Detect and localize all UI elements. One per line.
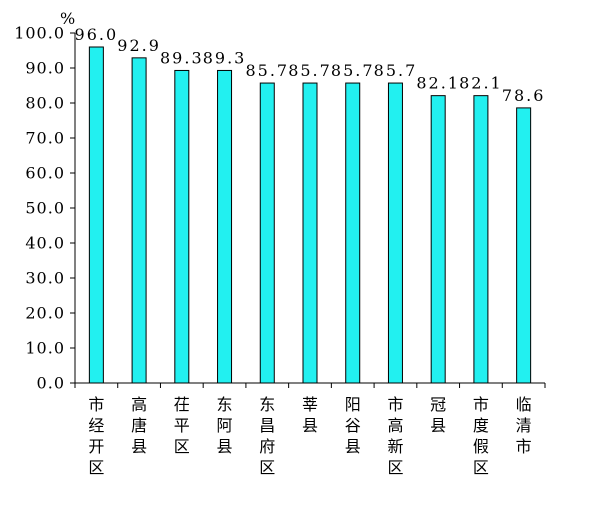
category-label: 市度假区 bbox=[473, 395, 489, 477]
y-tick-label: 10.0 bbox=[25, 339, 65, 358]
data-label: 92.9 bbox=[117, 36, 161, 55]
x-axis bbox=[74, 382, 546, 388]
data-label: 89.3 bbox=[160, 48, 204, 67]
data-label: 82.1 bbox=[459, 74, 503, 93]
bar bbox=[88, 46, 104, 384]
y-tick-label: 30.0 bbox=[25, 269, 65, 288]
y-axis: 0.0 10.0 20.0 30.0 40.0 50.0 60.0 70.0 80.0 90.0 1… bbox=[14, 24, 76, 393]
data-label: 82.1 bbox=[416, 74, 460, 93]
y-tick-label: 0.0 bbox=[37, 374, 65, 393]
y-tick-label: 90.0 bbox=[25, 59, 65, 78]
y-tick-label: 60.0 bbox=[25, 164, 65, 183]
data-label: 85.7 bbox=[331, 61, 375, 80]
y-tick-label: 40.0 bbox=[25, 234, 65, 253]
category-label: 市经开区 bbox=[88, 395, 104, 477]
y-tick-label: 70.0 bbox=[25, 129, 65, 148]
data-label: 85.7 bbox=[288, 61, 332, 80]
bar bbox=[174, 69, 190, 384]
bar bbox=[473, 95, 489, 384]
y-tick-label: 80.0 bbox=[25, 94, 65, 113]
y-tick-label: 20.0 bbox=[25, 304, 65, 323]
bar bbox=[131, 57, 147, 384]
category-label: 东昌府区 bbox=[259, 395, 275, 477]
category-label: 莘县 bbox=[302, 395, 318, 435]
data-label: 85.7 bbox=[374, 61, 418, 80]
data-label: 89.3 bbox=[203, 48, 247, 67]
bar bbox=[259, 82, 275, 384]
y-tick-label: 50.0 bbox=[25, 199, 65, 218]
bar bbox=[387, 82, 403, 384]
category-label: 茌平区 bbox=[174, 395, 190, 456]
data-label: 85.7 bbox=[245, 61, 289, 80]
y-axis-unit: % bbox=[60, 9, 75, 28]
bar bbox=[516, 107, 532, 384]
bar bbox=[345, 82, 361, 384]
category-label: 市高新区 bbox=[387, 395, 403, 477]
category-label: 阳谷县 bbox=[345, 395, 361, 456]
value-labels: 96.092.989.3 89.385.7 85.7 85.7 85.782.1 82.1… bbox=[75, 25, 546, 105]
category-label: 冠县 bbox=[430, 395, 446, 435]
category-label: 高唐县 bbox=[131, 395, 147, 456]
bar-series bbox=[88, 46, 532, 384]
category-labels: 市经开区 高唐县 茌平区 东阿县 东昌府区 莘县 阳谷县 市高新区 冠县 市度假区 临清市 bbox=[88, 395, 531, 477]
data-label: 96.0 bbox=[75, 25, 119, 44]
bar bbox=[217, 69, 233, 384]
category-label: 临清市 bbox=[516, 395, 532, 456]
category-label: 东阿县 bbox=[217, 395, 233, 456]
bar bbox=[302, 82, 318, 384]
y-tick-label: 100.0 bbox=[14, 24, 65, 43]
bar bbox=[430, 95, 446, 384]
data-label: 78.6 bbox=[502, 86, 546, 105]
